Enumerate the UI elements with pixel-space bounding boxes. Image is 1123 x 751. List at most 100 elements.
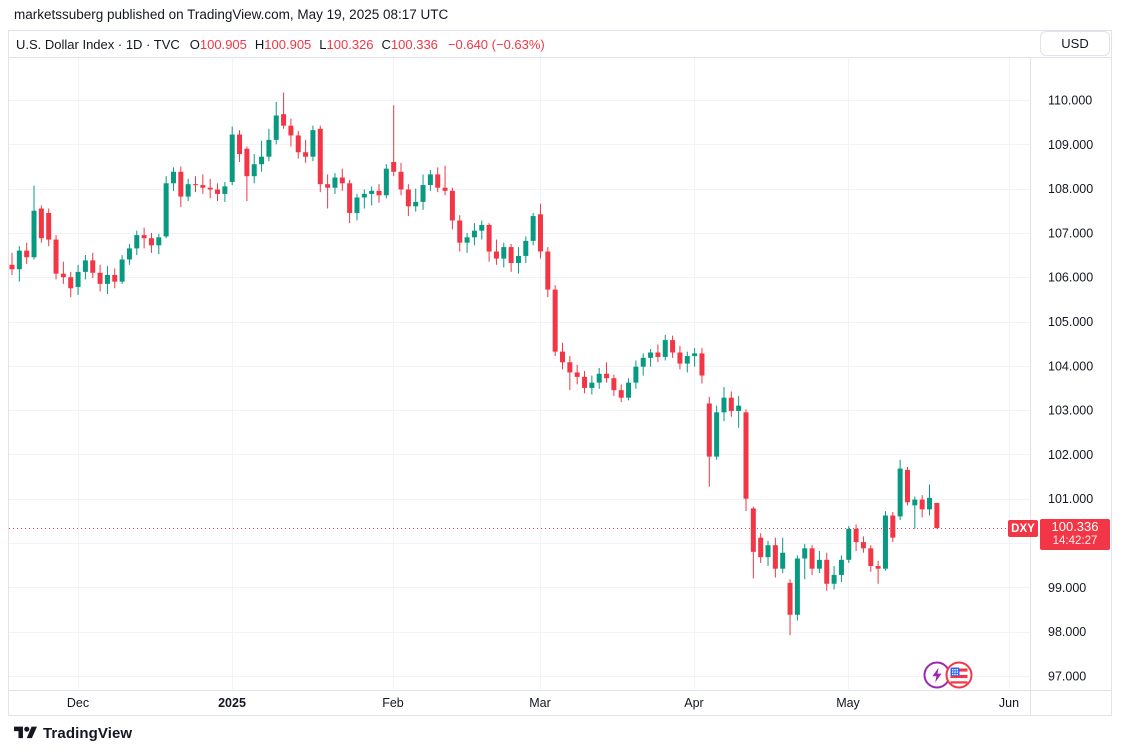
candle (758, 533, 764, 563)
time-tick-label: Feb (382, 696, 404, 710)
time-tick-label: May (836, 696, 860, 710)
candle (60, 261, 66, 284)
chart-pane[interactable] (8, 57, 1030, 690)
last-price-value: 100.336 (1051, 519, 1099, 535)
candle (890, 511, 896, 543)
ohlc-close: C100.336 (381, 37, 438, 52)
candle (148, 232, 154, 253)
symbol-title[interactable]: U.S. Dollar Index · 1D · TVC (16, 37, 180, 52)
candle (523, 236, 529, 264)
price-scale[interactable]: 110.000 109.000 108.000 107.000 106.000 105.0… (1048, 94, 1093, 684)
candle (244, 146, 250, 202)
candle (611, 374, 617, 396)
ohlc-open: O100.905 (189, 37, 247, 52)
candle (383, 164, 389, 199)
candle (816, 550, 822, 574)
last-price-label: 100.336 14:42:27 (1040, 519, 1110, 550)
candle (692, 348, 698, 367)
candle (369, 186, 375, 206)
candle (912, 496, 918, 529)
time-tick-label: 2025 (218, 696, 246, 710)
candle (273, 101, 279, 145)
lightning-event-icon[interactable] (923, 661, 951, 689)
candle (802, 543, 808, 580)
candle (325, 174, 331, 209)
candle (178, 166, 184, 208)
candle (875, 560, 881, 584)
candle (413, 188, 419, 212)
candle (633, 360, 639, 389)
timeline-event-icons (923, 661, 973, 689)
candle (560, 342, 565, 370)
price-tick-label: 110.000 (1048, 94, 1092, 108)
candle (427, 169, 433, 191)
candles (9, 92, 940, 636)
candle (787, 579, 793, 636)
price-tick-label: 98.000 (1048, 625, 1086, 639)
candle (648, 348, 654, 367)
candle (332, 173, 338, 194)
candle (684, 351, 690, 373)
candle (420, 174, 426, 210)
candle (853, 524, 859, 551)
candle (141, 227, 147, 249)
candle (222, 181, 228, 202)
candle (82, 255, 88, 280)
price-tick-label: 107.000 (1048, 226, 1093, 240)
time-tick-label: Mar (529, 696, 551, 710)
price-tick-label: 97.000 (1048, 669, 1086, 683)
candle (119, 255, 125, 284)
candle (501, 242, 507, 268)
candle (170, 167, 176, 191)
price-change: −0.640 (−0.63%) (447, 37, 545, 52)
footer-branding[interactable]: TradingView (14, 724, 132, 742)
candle (714, 405, 720, 460)
candle (604, 362, 610, 383)
candle (882, 511, 888, 571)
candle (860, 536, 866, 553)
attribution-text: marketssuberg published on TradingView.c… (14, 7, 449, 22)
candle (193, 176, 198, 193)
candle (655, 344, 661, 363)
candle (794, 555, 800, 621)
candle (780, 537, 786, 574)
candle (16, 246, 22, 282)
candle (449, 187, 455, 230)
candle (640, 353, 646, 376)
us-flag-event-icon[interactable] (945, 661, 973, 689)
candle (508, 243, 514, 272)
candle (934, 502, 940, 529)
candle (126, 243, 132, 265)
candle (927, 484, 932, 516)
candle (670, 335, 676, 358)
time-scale[interactable]: Dec 2025 Feb Mar Apr May Jun (67, 696, 1019, 710)
candle (493, 239, 499, 265)
candle (728, 391, 734, 417)
time-tick-label: Dec (67, 696, 89, 710)
candle (163, 176, 169, 239)
candle (339, 168, 345, 191)
candle (405, 184, 411, 217)
chart-legend: U.S. Dollar Index · 1D · TVC O100.905 H1… (16, 37, 545, 52)
candle (317, 125, 323, 193)
ohlc-high: H100.905 (254, 37, 312, 52)
candle (904, 466, 910, 506)
candle (97, 264, 103, 292)
candle (537, 203, 543, 259)
candle (809, 545, 815, 575)
candle (464, 232, 470, 253)
candle (699, 348, 705, 384)
candle (530, 212, 536, 246)
candle (112, 268, 118, 289)
candle (303, 139, 309, 163)
candle (310, 125, 316, 162)
candle (104, 266, 110, 295)
candle (288, 118, 294, 147)
candle (90, 252, 96, 279)
candle (868, 545, 874, 572)
time-tick-label: Apr (684, 696, 703, 710)
currency-usd-button[interactable]: USD (1040, 31, 1110, 56)
price-tick-label: 104.000 (1048, 359, 1093, 373)
